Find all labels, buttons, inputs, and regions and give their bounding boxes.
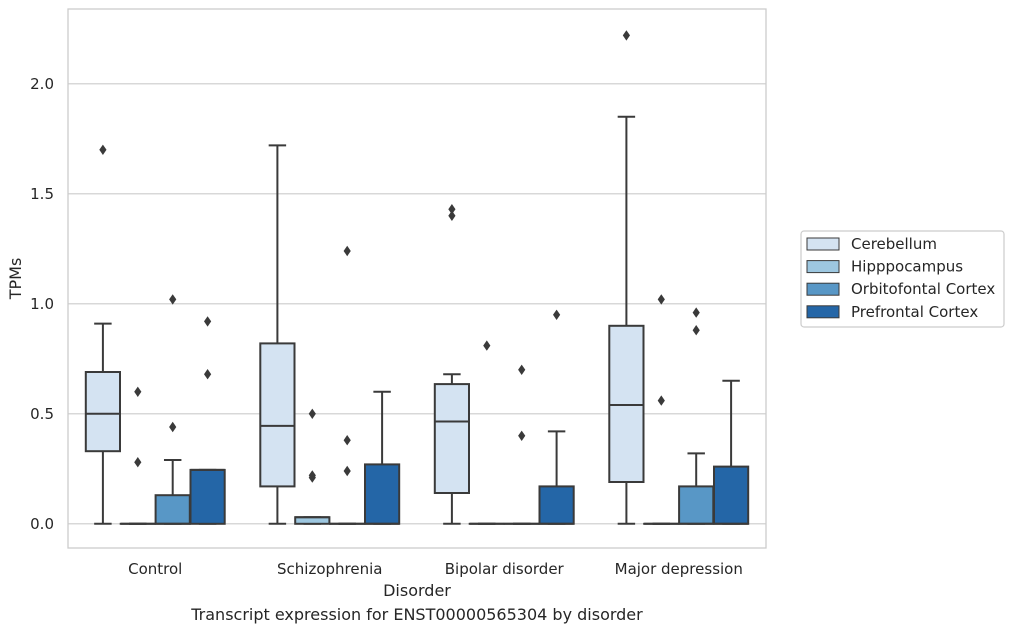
y-tick-label: 1.5 [30, 185, 54, 203]
box-0-0 [84, 144, 122, 525]
box-0-1 [119, 386, 156, 525]
box-3-2 [678, 307, 715, 525]
box [154, 494, 191, 525]
outlier-point [204, 369, 212, 380]
box [608, 324, 645, 483]
box-2-2 [503, 364, 540, 525]
x-tick-label: Schizophrenia [277, 560, 382, 578]
outlier-point [448, 210, 456, 221]
x-axis-ticks: Control Schizophrenia Bipolar disorder Majo… [128, 560, 743, 578]
box-1-0 [259, 144, 296, 525]
box [259, 342, 296, 488]
box [538, 485, 575, 525]
legend-swatch [806, 282, 840, 296]
box-2-3 [538, 309, 575, 525]
box-2-1 [468, 340, 505, 525]
outlier-point [483, 340, 491, 351]
y-tick-label: 2.0 [30, 75, 54, 93]
outlier-point [204, 316, 212, 327]
plot-area [84, 30, 750, 525]
outlier-point [657, 294, 665, 305]
outlier-point [622, 30, 630, 41]
outlier-point [343, 245, 351, 257]
box [433, 383, 471, 495]
outlier-point [169, 421, 177, 433]
outlier-point [657, 395, 665, 406]
outlier-point [169, 294, 177, 305]
box [84, 371, 122, 453]
box [712, 465, 750, 525]
outlier-point [308, 408, 316, 419]
outlier-point [518, 430, 526, 441]
legend: Cerebellum Hipppocampus Orbitofontal Corte… [800, 230, 1005, 328]
box-3-1 [643, 294, 680, 525]
box-1-3 [363, 390, 401, 525]
box-1-2 [329, 245, 366, 525]
legend-swatch [806, 305, 840, 319]
outlier-point [692, 307, 700, 318]
x-tick-label: Bipolar disorder [445, 560, 565, 578]
outlier-point [553, 309, 561, 320]
x-tick-label: Major depression [615, 560, 743, 578]
y-tick-label: 0.0 [30, 515, 54, 533]
figure-caption: Transcript expression for ENST0000056530… [191, 605, 643, 624]
outlier-point [99, 144, 107, 155]
outlier-point [134, 457, 142, 468]
plot-frame [67, 8, 767, 549]
y-axis-ticks: 0.0 0.5 1.0 1.5 2.0 [30, 75, 54, 533]
legend-label: Prefrontal Cortex [851, 303, 978, 321]
legend-swatch [806, 260, 840, 274]
box-3-3 [712, 379, 750, 525]
legend-label: Hipppocampus [851, 258, 963, 276]
y-tick-label: 1.0 [30, 295, 54, 313]
y-axis-title: TPMs [6, 258, 25, 301]
outlier-point [448, 204, 456, 215]
outlier-point [518, 364, 526, 375]
box [189, 468, 226, 525]
legend-frame [800, 230, 1005, 328]
outlier-point [692, 325, 700, 336]
x-tick-label: Control [128, 560, 182, 578]
legend-label: Cerebellum [851, 235, 937, 253]
box-3-0 [608, 30, 645, 525]
outlier-point [134, 386, 142, 397]
x-axis-title: Disorder [383, 581, 451, 600]
box [678, 485, 715, 525]
box-0-3 [189, 316, 226, 525]
box-1-1 [294, 408, 331, 525]
legend-label: Orbitofontal Cortex [851, 280, 995, 298]
outlier-point [343, 465, 351, 477]
box [363, 463, 401, 525]
outlier-point [308, 470, 316, 481]
box-2-0 [433, 204, 471, 525]
box-0-2 [154, 294, 191, 525]
legend-swatch [806, 237, 840, 251]
outlier-point [343, 435, 351, 446]
y-tick-label: 0.5 [30, 405, 54, 423]
